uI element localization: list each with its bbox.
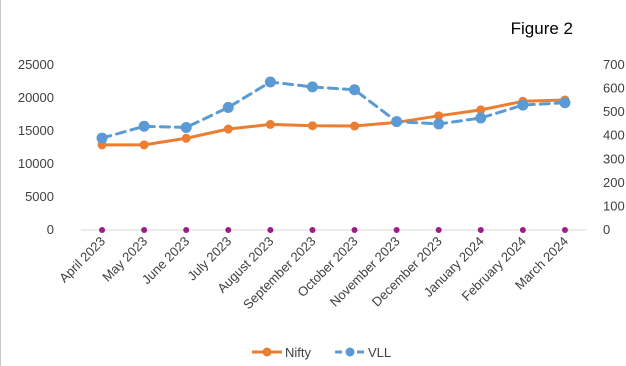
baseline-marker bbox=[99, 227, 106, 233]
data-point-vll bbox=[180, 121, 192, 133]
right-axis-tick-label: 400 bbox=[603, 128, 625, 143]
baseline-marker bbox=[393, 227, 400, 233]
x-axis-tick-label: April 2023 bbox=[56, 234, 108, 286]
left-axis-tick-label: 0 bbox=[47, 222, 54, 237]
left-axis-tick-label: 15000 bbox=[18, 123, 54, 138]
data-point-nifty bbox=[265, 119, 275, 129]
left-axis-ticks: 0 5000 10000 15000 20000 25000 bbox=[18, 57, 54, 237]
baseline-marker bbox=[435, 227, 442, 233]
baseline-markers bbox=[99, 227, 568, 233]
data-point-nifty bbox=[139, 140, 149, 150]
data-point-nifty bbox=[350, 121, 360, 131]
data-point-vll bbox=[222, 101, 234, 113]
x-axis-tick-label: September 2023 bbox=[240, 234, 319, 313]
right-axis-tick-label: 200 bbox=[603, 175, 625, 190]
right-axis-tick-label: 700 bbox=[603, 57, 625, 72]
legend: Nifty VLL bbox=[252, 345, 391, 360]
baseline-marker bbox=[519, 227, 526, 233]
series-line-vll bbox=[100, 80, 567, 140]
data-point-vll bbox=[264, 76, 276, 88]
data-point-nifty bbox=[434, 111, 444, 121]
baseline-marker bbox=[267, 227, 274, 233]
data-point-vll bbox=[138, 120, 150, 132]
data-point-nifty bbox=[476, 105, 486, 115]
data-point-vll bbox=[475, 112, 487, 124]
baseline-marker bbox=[351, 227, 358, 233]
data-point-vll bbox=[306, 81, 318, 93]
left-axis-tick-label: 5000 bbox=[25, 189, 54, 204]
data-point-nifty bbox=[307, 121, 317, 131]
legend-label-nifty: Nifty bbox=[285, 345, 312, 360]
right-axis-tick-label: 300 bbox=[603, 151, 625, 166]
left-axis-tick-label: 25000 bbox=[18, 57, 54, 72]
baseline-marker bbox=[141, 227, 148, 233]
data-point-nifty bbox=[181, 133, 191, 143]
chart-title: Figure 2 bbox=[511, 19, 573, 38]
baseline-marker bbox=[225, 227, 232, 233]
left-axis-tick-label: 20000 bbox=[18, 90, 54, 105]
baseline-marker bbox=[309, 227, 316, 233]
baseline-marker bbox=[561, 227, 568, 233]
series-layer bbox=[96, 76, 571, 150]
legend-marker-nifty bbox=[262, 347, 272, 357]
right-axis-tick-label: 500 bbox=[603, 104, 625, 119]
legend-label-vll: VLL bbox=[368, 345, 391, 360]
right-axis-ticks: 0 100 200 300 400 500 600 700 bbox=[603, 57, 625, 237]
right-axis-tick-label: 100 bbox=[603, 198, 625, 213]
series-line-nifty bbox=[100, 98, 567, 147]
data-point-vll bbox=[559, 97, 571, 109]
data-point-nifty bbox=[223, 124, 233, 134]
data-point-vll bbox=[517, 99, 529, 111]
data-point-vll bbox=[433, 118, 445, 130]
right-axis-tick-label: 600 bbox=[603, 81, 625, 96]
data-point-vll bbox=[96, 132, 108, 144]
baseline-marker bbox=[183, 227, 190, 233]
right-axis-tick-label: 0 bbox=[603, 222, 610, 237]
baseline-marker bbox=[477, 227, 484, 233]
data-point-vll bbox=[349, 84, 361, 96]
legend-marker-vll bbox=[345, 347, 355, 357]
data-point-vll bbox=[391, 116, 403, 128]
left-axis-tick-label: 10000 bbox=[18, 156, 54, 171]
